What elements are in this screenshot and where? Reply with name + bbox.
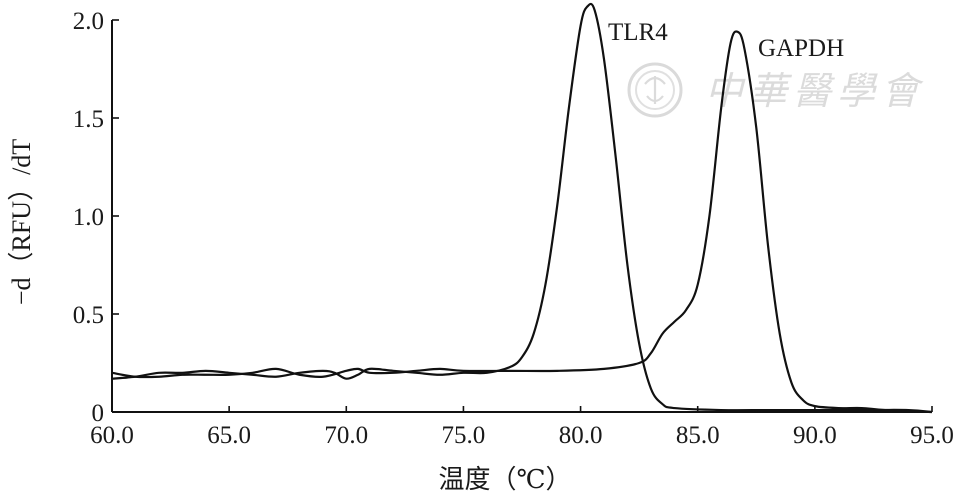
x-axis-title: 温度（℃） <box>438 465 571 494</box>
seal-logo-icon <box>627 62 683 118</box>
tlr4-curve <box>111 2 933 414</box>
y-axis-ticks: 0 0.5 1.0 1.5 2.0 <box>73 8 119 427</box>
x-tick-label: 90.0 <box>793 422 837 449</box>
gapdh-curve <box>111 30 933 414</box>
x-tick-label: 75.0 <box>442 422 486 449</box>
x-axis-ticks: 60.0 65.0 70.0 75.0 80.0 85.0 90.0 95.0 <box>90 406 954 449</box>
x-tick-label: 85.0 <box>676 422 720 449</box>
x-tick-label: 60.0 <box>90 422 134 449</box>
y-axis-title: −d（RFU）/dT <box>7 139 36 305</box>
x-tick-label: 80.0 <box>559 422 603 449</box>
y-tick-label: 1.0 <box>73 204 104 231</box>
y-tick-label: 2.0 <box>73 8 104 35</box>
gapdh-label: GAPDH <box>758 35 844 62</box>
x-tick-label: 65.0 <box>207 422 251 449</box>
y-tick-label: 0 <box>92 400 105 427</box>
y-tick-label: 0.5 <box>73 302 104 329</box>
x-tick-label: 70.0 <box>324 422 368 449</box>
watermark-text: 中華醫學會 <box>705 69 925 113</box>
y-tick-label: 1.5 <box>73 106 104 133</box>
watermark: 中華醫學會 <box>627 62 925 118</box>
x-tick-label: 95.0 <box>910 422 954 449</box>
tlr4-label: TLR4 <box>608 19 668 46</box>
